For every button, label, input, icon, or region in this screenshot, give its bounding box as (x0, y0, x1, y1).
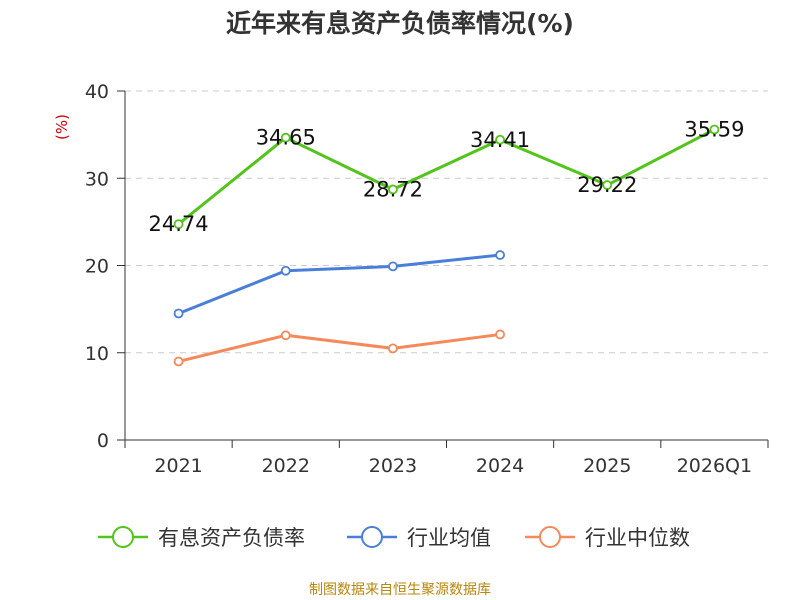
grid-lines (125, 90, 768, 354)
data-point (388, 184, 398, 195)
x-tick-label: 2026Q1 (677, 455, 752, 477)
data-label: 28.72 (363, 177, 423, 201)
data-point (602, 180, 613, 190)
x-tick-label: 2022 (262, 455, 310, 477)
data-point (495, 134, 505, 145)
x-tick-label: 2024 (476, 455, 524, 477)
data-label: 34.41 (470, 128, 530, 152)
series-lines (173, 124, 720, 367)
data-labels: 24.74 34.65 28.72 34.41 29.22 35.59 (149, 117, 745, 236)
data-point (280, 132, 291, 143)
y-tick-label: 30 (85, 168, 109, 190)
y-axis-label: (%) (53, 114, 71, 140)
legend-label: 行业均值 (407, 526, 491, 550)
data-point (280, 330, 291, 341)
data-point (173, 356, 184, 367)
chart-title: 近年来有息资产负债率情况(%) (226, 9, 574, 38)
source-note: 制图数据来自恒生聚源数据库 (309, 582, 491, 598)
x-tick-label: 2025 (583, 455, 631, 477)
data-point (495, 329, 505, 340)
series-line (178, 332, 501, 363)
series-line (178, 253, 501, 315)
y-tick-label: 10 (85, 343, 109, 365)
data-point (388, 261, 398, 272)
series-line (177, 128, 716, 226)
y-tick-label: 20 (85, 256, 109, 278)
x-tick-label: 2023 (369, 455, 417, 477)
data-point (388, 343, 398, 354)
legend-marker (539, 526, 561, 548)
y-tick-label: 0 (97, 430, 109, 452)
data-label: 29.22 (577, 173, 637, 197)
legend-label: 行业中位数 (585, 526, 690, 550)
data-label: 24.74 (149, 212, 209, 236)
data-label: 34.65 (256, 126, 316, 150)
data-point (173, 219, 184, 230)
legend: 有息资产负债率 行业均值 行业中位数 (98, 526, 690, 550)
x-tick-label: 2021 (154, 455, 202, 477)
data-point (495, 250, 505, 260)
legend-label: 有息资产负债率 (158, 526, 305, 550)
data-point (709, 124, 720, 135)
axes: 0 10 20 30 40 2021 2022 2023 2024 2025 2026Q1 (85, 81, 769, 477)
legend-marker (361, 526, 383, 548)
y-tick-label: 40 (85, 81, 109, 103)
data-point (173, 308, 184, 319)
data-label: 35.59 (684, 117, 744, 141)
legend-marker (112, 526, 134, 548)
data-point (280, 265, 291, 276)
